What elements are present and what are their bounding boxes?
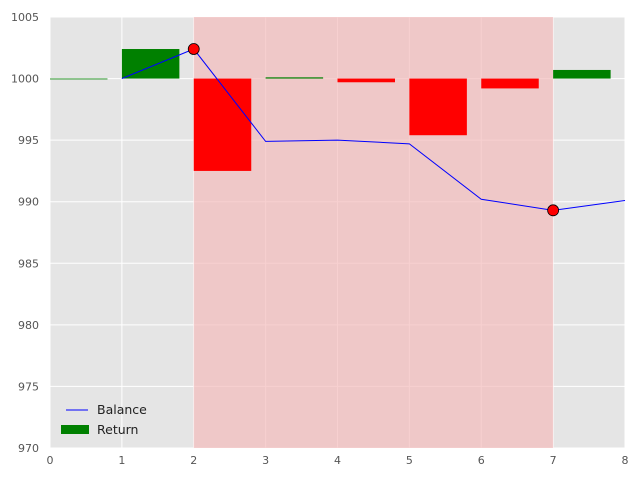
legend-return-swatch <box>61 425 89 434</box>
return-bar <box>50 78 108 80</box>
y-tick-label: 985 <box>18 257 39 270</box>
return-bar <box>193 78 252 171</box>
return-bar <box>265 77 324 79</box>
y-tick-label: 980 <box>18 319 39 332</box>
highlight-region <box>193 17 554 448</box>
return-bar <box>121 49 180 79</box>
y-tick-label: 975 <box>18 380 39 393</box>
legend-return-label: Return <box>97 422 138 437</box>
balance-line <box>121 48 626 211</box>
return-bars <box>50 49 611 171</box>
y-tick-label: 970 <box>18 442 39 455</box>
x-tick-label: 2 <box>190 454 197 467</box>
y-tick-label: 1000 <box>11 73 39 86</box>
y-tick-label: 1005 <box>11 11 39 24</box>
return-bar <box>337 78 395 83</box>
x-tick-label: 1 <box>118 454 125 467</box>
x-tick-label: 5 <box>406 454 413 467</box>
x-tick-label: 3 <box>262 454 269 467</box>
x-tick-label: 7 <box>550 454 557 467</box>
x-tick-label: 4 <box>334 454 341 467</box>
legend: Balance Return <box>61 402 147 437</box>
axis-ticks: 0 1 2 3 4 5 6 7 8 970 975 980 985 990 995 1000 1005 <box>11 11 629 467</box>
y-tick-label: 990 <box>18 196 39 209</box>
return-bar <box>553 69 611 79</box>
drawdown-marker <box>547 204 560 217</box>
x-tick-label: 0 <box>47 454 54 467</box>
x-tick-label: 8 <box>622 454 629 467</box>
x-tick-label: 6 <box>478 454 485 467</box>
drawdown-marker <box>187 43 200 55</box>
markers <box>187 43 560 217</box>
legend-balance-label: Balance <box>97 402 147 417</box>
y-tick-label: 995 <box>18 134 39 147</box>
return-bar <box>481 78 539 89</box>
return-bar <box>409 78 467 136</box>
